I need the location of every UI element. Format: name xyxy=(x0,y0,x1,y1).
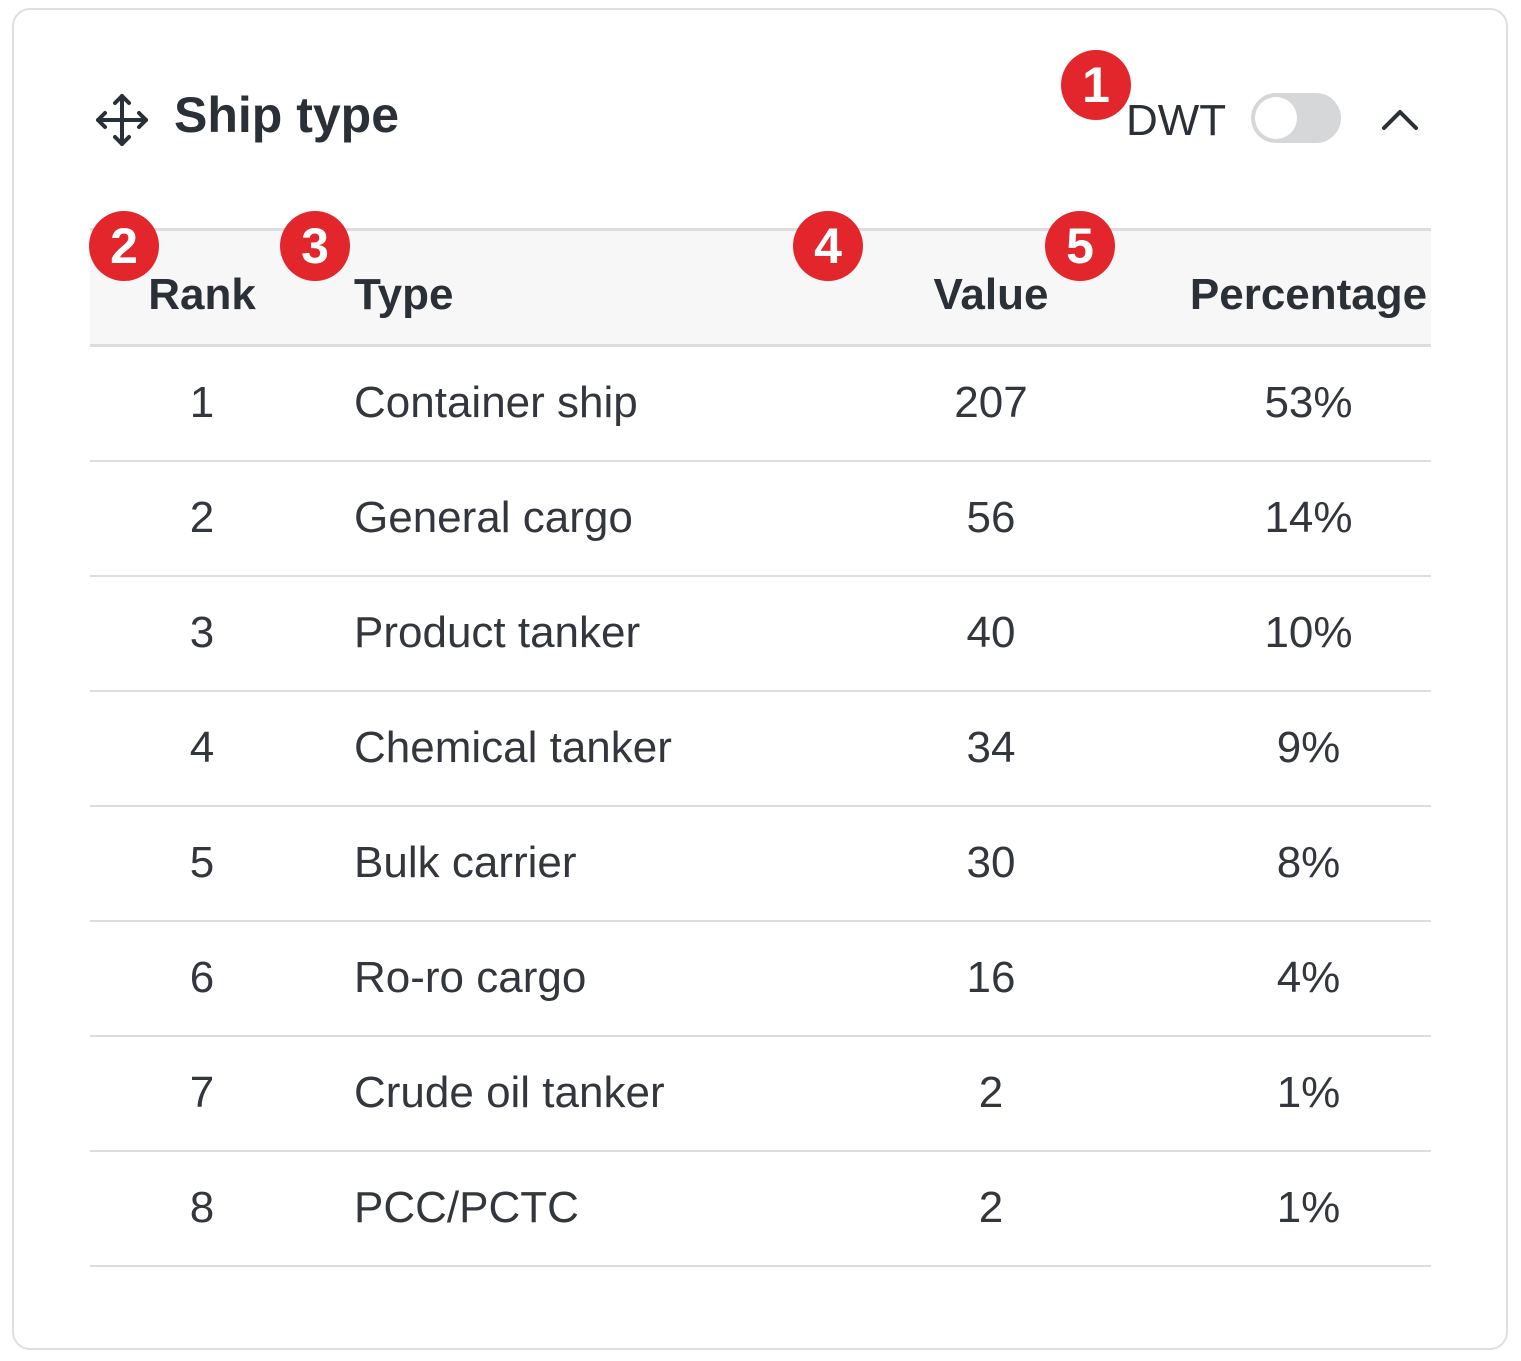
rank-cell: 7 xyxy=(189,1068,215,1117)
type-cell: Crude oil tanker xyxy=(354,1068,665,1117)
rank-cell: 4 xyxy=(189,723,215,772)
annotation-badge: 4 xyxy=(793,211,863,281)
value-cell: 56 xyxy=(966,493,1016,542)
type-cell: Product tanker xyxy=(354,608,641,657)
toggle-knob xyxy=(1255,97,1297,139)
table-row: 5 Bulk carrier 30 8% xyxy=(90,806,1431,921)
type-cell: PCC/PCTC xyxy=(354,1183,579,1232)
value-cell: 30 xyxy=(966,838,1016,887)
dwt-toggle[interactable] xyxy=(1251,93,1341,143)
value-cell: 34 xyxy=(966,723,1016,772)
value-cell: 207 xyxy=(954,378,1028,428)
table-row: 1 Container ship 207 53% xyxy=(90,346,1431,461)
type-cell: Chemical tanker xyxy=(354,723,672,772)
percentage-cell: 9% xyxy=(1276,723,1341,772)
percentage-cell: 1% xyxy=(1276,1183,1341,1232)
percentage-cell: 53% xyxy=(1264,378,1353,428)
annotation-badge: 1 xyxy=(1061,50,1131,120)
rank-cell: 8 xyxy=(189,1183,215,1232)
table-row: 3 Product tanker 40 10% xyxy=(90,576,1431,691)
ship-type-table: Rank Type Value Percentage 1 Container sh… xyxy=(90,228,1431,1267)
table-row: 2 General cargo 56 14% xyxy=(90,461,1431,576)
move-drag-icon[interactable] xyxy=(94,92,150,148)
type-cell: Ro-ro cargo xyxy=(354,953,587,1002)
rank-cell: 5 xyxy=(189,838,215,887)
percentage-cell: 10% xyxy=(1264,608,1353,657)
percentage-cell: 1% xyxy=(1276,1068,1341,1117)
dwt-toggle-label: DWT xyxy=(1126,96,1227,145)
rank-cell: 3 xyxy=(189,608,215,657)
chevron-up-icon[interactable] xyxy=(1378,100,1422,140)
card-title: Ship type xyxy=(174,87,400,143)
type-cell: Bulk carrier xyxy=(354,838,577,887)
annotation-badge: 5 xyxy=(1045,211,1115,281)
annotation-badge: 2 xyxy=(89,211,159,281)
table-row: 7 Crude oil tanker 2 1% xyxy=(90,1036,1431,1151)
percentage-cell: 4% xyxy=(1276,953,1341,1002)
column-header-rank[interactable]: Rank xyxy=(148,270,256,319)
rank-cell: 2 xyxy=(189,493,215,542)
type-cell: General cargo xyxy=(354,493,633,542)
rank-cell: 6 xyxy=(189,953,215,1002)
value-cell: 16 xyxy=(966,953,1016,1002)
table-row: 4 Chemical tanker 34 9% xyxy=(90,691,1431,806)
value-cell: 2 xyxy=(978,1183,1004,1232)
column-header-type[interactable]: Type xyxy=(354,270,454,319)
table-row: 8 PCC/PCTC 2 1% xyxy=(90,1151,1431,1266)
column-header-value[interactable]: Value xyxy=(933,270,1049,319)
value-cell: 40 xyxy=(966,608,1016,657)
percentage-cell: 14% xyxy=(1264,493,1353,542)
table-row: 6 Ro-ro cargo 16 4% xyxy=(90,921,1431,1036)
annotation-badge: 3 xyxy=(280,211,350,281)
percentage-cell: 8% xyxy=(1276,838,1341,887)
ship-type-card xyxy=(12,8,1508,1350)
value-cell: 2 xyxy=(978,1068,1004,1117)
rank-cell: 1 xyxy=(189,378,215,428)
type-cell: Container ship xyxy=(354,378,638,428)
column-header-percentage[interactable]: Percentage xyxy=(1189,270,1428,319)
